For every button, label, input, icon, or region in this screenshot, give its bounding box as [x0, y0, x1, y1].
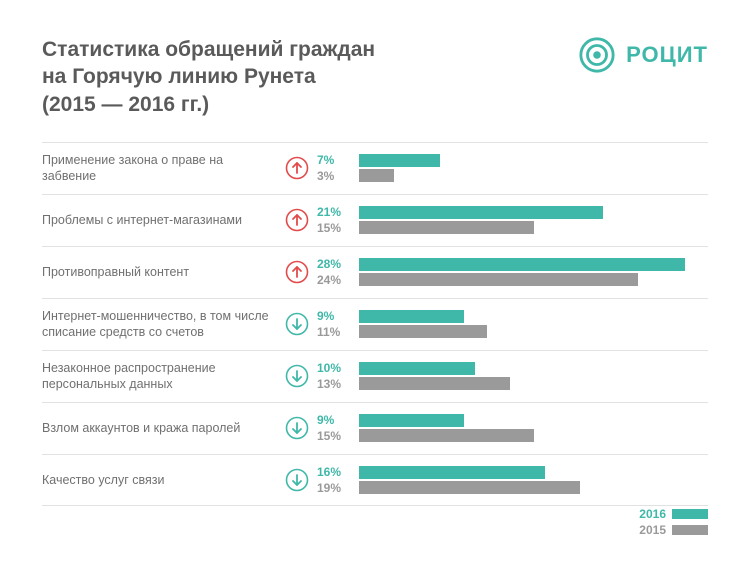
bar-2015 [359, 273, 638, 286]
row-percentages: 21%15% [317, 204, 359, 236]
row-bars [359, 310, 708, 338]
row-bars [359, 362, 708, 390]
row-label: Взлом аккаунтов и кража паролей [42, 420, 277, 436]
row-bars [359, 466, 708, 494]
brand-logo-icon [578, 36, 616, 74]
bar-2015 [359, 429, 534, 442]
row-label: Интернет-мошенничество, в том числе спис… [42, 308, 277, 341]
page-title: Статистика обращений граждан на Горячую … [42, 36, 375, 118]
bar-2016 [359, 362, 475, 375]
bar-2015 [359, 481, 580, 494]
row-bars [359, 154, 708, 182]
bar-2015 [359, 169, 394, 182]
bar-2016 [359, 466, 545, 479]
pct-2016: 9% [317, 308, 359, 324]
trend-indicator [277, 208, 317, 232]
pct-2016: 21% [317, 204, 359, 220]
brand: РОЦИТ [578, 36, 708, 74]
legend-2015: 2015 [639, 523, 708, 537]
row-bars [359, 258, 708, 286]
pct-2016: 7% [317, 152, 359, 168]
trend-indicator [277, 416, 317, 440]
row-percentages: 28%24% [317, 256, 359, 288]
header: Статистика обращений граждан на Горячую … [42, 36, 708, 118]
bar-2015 [359, 325, 487, 338]
row-label: Применение закона о праве на забвение [42, 152, 277, 185]
trend-down-icon [285, 364, 309, 388]
row-label: Незаконное распространение персональных … [42, 360, 277, 393]
bar-2015 [359, 221, 534, 234]
legend-2016: 2016 [639, 507, 708, 521]
trend-indicator [277, 260, 317, 284]
chart-row: Незаконное распространение персональных … [42, 350, 708, 402]
row-percentages: 7%3% [317, 152, 359, 184]
trend-down-icon [285, 416, 309, 440]
chart-row: Проблемы с интернет-магазинами 21%15% [42, 194, 708, 246]
legend-2016-swatch [672, 509, 708, 519]
bar-2016 [359, 154, 440, 167]
chart-rows: Применение закона о праве на забвение 7%… [42, 142, 708, 506]
pct-2015: 15% [317, 428, 359, 444]
row-percentages: 9%15% [317, 412, 359, 444]
pct-2015: 11% [317, 324, 359, 340]
bar-2016 [359, 258, 685, 271]
trend-up-icon [285, 260, 309, 284]
chart-row: Применение закона о праве на забвение 7%… [42, 142, 708, 194]
legend-2015-swatch [672, 525, 708, 535]
legend: 2016 2015 [639, 507, 708, 537]
bar-2016 [359, 414, 464, 427]
pct-2016: 16% [317, 464, 359, 480]
bar-2016 [359, 310, 464, 323]
legend-2015-label: 2015 [639, 523, 666, 537]
row-bars [359, 414, 708, 442]
pct-2015: 3% [317, 168, 359, 184]
pct-2015: 19% [317, 480, 359, 496]
chart-row: Взлом аккаунтов и кража паролей 9%15% [42, 402, 708, 454]
row-label: Качество услуг связи [42, 472, 277, 488]
chart-row: Противоправный контент 28%24% [42, 246, 708, 298]
trend-up-icon [285, 208, 309, 232]
trend-indicator [277, 156, 317, 180]
trend-indicator [277, 364, 317, 388]
trend-down-icon [285, 468, 309, 492]
row-label: Противоправный контент [42, 264, 277, 280]
trend-indicator [277, 312, 317, 336]
row-label: Проблемы с интернет-магазинами [42, 212, 277, 228]
pct-2016: 28% [317, 256, 359, 272]
row-percentages: 16%19% [317, 464, 359, 496]
pct-2016: 9% [317, 412, 359, 428]
legend-2016-label: 2016 [639, 507, 666, 521]
trend-up-icon [285, 156, 309, 180]
bar-2015 [359, 377, 510, 390]
bar-2016 [359, 206, 603, 219]
pct-2015: 13% [317, 376, 359, 392]
trend-indicator [277, 468, 317, 492]
chart-row: Интернет-мошенничество, в том числе спис… [42, 298, 708, 350]
trend-down-icon [285, 312, 309, 336]
pct-2016: 10% [317, 360, 359, 376]
pct-2015: 15% [317, 220, 359, 236]
row-percentages: 10%13% [317, 360, 359, 392]
pct-2015: 24% [317, 272, 359, 288]
brand-name: РОЦИТ [626, 42, 708, 68]
row-bars [359, 206, 708, 234]
chart-row: Качество услуг связи 16%19% [42, 454, 708, 506]
row-percentages: 9%11% [317, 308, 359, 340]
